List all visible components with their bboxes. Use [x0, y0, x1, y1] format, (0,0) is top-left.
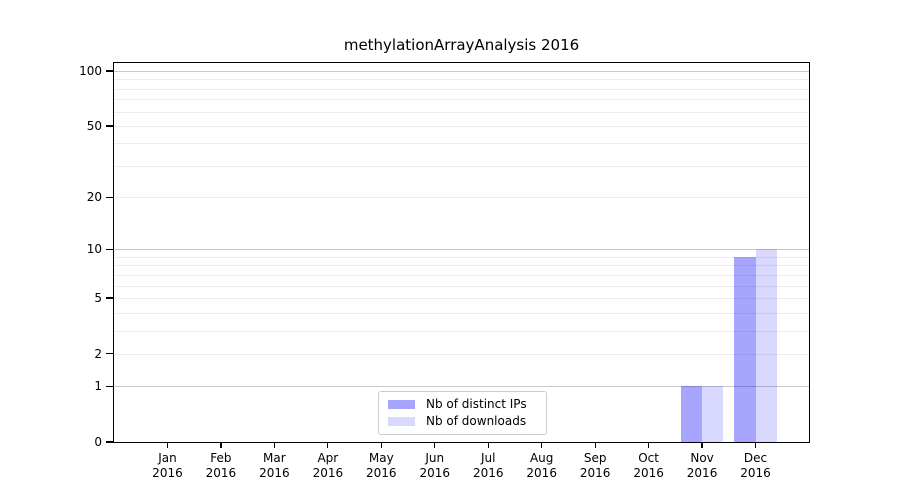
x-tick-label: Jan 2016	[152, 451, 183, 480]
y-tick-1	[106, 385, 113, 387]
gridline-minor-70	[114, 99, 809, 101]
gridline-minor-50	[114, 125, 809, 127]
bar-nb-of-distinct-ips-dec-2016	[734, 256, 756, 442]
x-tick-label: May 2016	[366, 451, 397, 480]
gridline-minor-2	[114, 353, 809, 355]
y-tick-2	[106, 353, 113, 355]
legend-swatch-downloads	[388, 417, 415, 426]
gridline-minor-40	[114, 143, 809, 145]
y-tick-label: 10	[86, 242, 102, 257]
x-tick-label: Feb 2016	[205, 451, 237, 480]
legend-label-distinct-ips: Nb of distinct IPs	[426, 397, 527, 411]
y-tick-label: 50	[86, 118, 102, 133]
x-tick-label: Sep 2016	[579, 451, 611, 480]
y-tick-label: 100	[79, 64, 102, 78]
gridline-minor-6	[114, 285, 809, 287]
x-tick-jun-2016	[434, 443, 436, 448]
x-tick-aug-2016	[541, 443, 543, 448]
gridline-minor-4	[114, 312, 809, 314]
y-tick-5	[106, 297, 113, 299]
x-tick-label: Dec 2016	[740, 451, 771, 480]
gridline-minor-20	[114, 197, 809, 199]
bar-nb-of-downloads-dec-2016	[755, 249, 777, 442]
x-tick-may-2016	[380, 443, 382, 448]
y-tick-20	[106, 196, 113, 198]
x-tick-label: Mar 2016	[259, 451, 290, 480]
legend-item-distinct-ips: Nb of distinct IPs	[388, 397, 538, 412]
x-tick-apr-2016	[327, 443, 329, 448]
y-tick-label: 20	[86, 190, 102, 205]
x-tick-jan-2016	[166, 443, 169, 448]
gridline-minor-90	[114, 79, 809, 81]
y-tick-50	[106, 125, 113, 127]
y-tick-100	[106, 70, 113, 72]
y-tick-label: 2	[94, 346, 102, 361]
gridline-major-1	[114, 386, 809, 388]
x-tick-label: Nov 2016	[686, 451, 718, 480]
x-tick-jul-2016	[487, 443, 489, 448]
x-tick-label: Oct 2016	[633, 451, 664, 480]
plot-area	[113, 62, 810, 443]
gridline-minor-9	[114, 256, 809, 258]
gridline-major-10	[114, 249, 809, 251]
y-tick-label: 1	[94, 379, 102, 394]
gridline-minor-80	[114, 88, 809, 90]
x-tick-mar-2016	[273, 443, 275, 448]
x-tick-oct-2016	[648, 443, 650, 448]
x-tick-sep-2016	[594, 443, 596, 448]
legend-swatch-distinct-ips	[388, 400, 415, 409]
gridline-minor-60	[114, 111, 809, 113]
x-tick-dec-2016	[754, 443, 757, 448]
gridline-minor-3	[114, 330, 809, 332]
legend-item-downloads: Nb of downloads	[388, 414, 538, 429]
gridline-minor-30	[114, 165, 809, 167]
gridline-minor-8	[114, 265, 809, 267]
x-tick-label: Jun 2016	[419, 451, 451, 480]
gridline-major-100	[114, 71, 809, 72]
x-tick-label: Apr 2016	[312, 451, 344, 480]
y-tick-label: 5	[94, 290, 102, 305]
y-tick-0	[106, 441, 113, 443]
chart-title: methylationArrayAnalysis 2016	[343, 36, 580, 54]
gridline-minor-7	[114, 274, 809, 276]
x-tick-feb-2016	[220, 443, 222, 448]
x-tick-label: Jul 2016	[472, 451, 504, 480]
y-tick-label: 0	[94, 435, 102, 449]
x-tick-label: Aug 2016	[526, 451, 557, 480]
legend: Nb of distinct IPs Nb of downloads	[378, 391, 547, 435]
bar-nb-of-downloads-nov-2016	[702, 386, 724, 442]
legend-label-downloads: Nb of downloads	[426, 414, 527, 428]
x-tick-nov-2016	[701, 443, 703, 448]
bar-nb-of-distinct-ips-nov-2016	[680, 386, 703, 442]
gridline-minor-5	[114, 297, 809, 299]
y-tick-10	[106, 248, 113, 250]
